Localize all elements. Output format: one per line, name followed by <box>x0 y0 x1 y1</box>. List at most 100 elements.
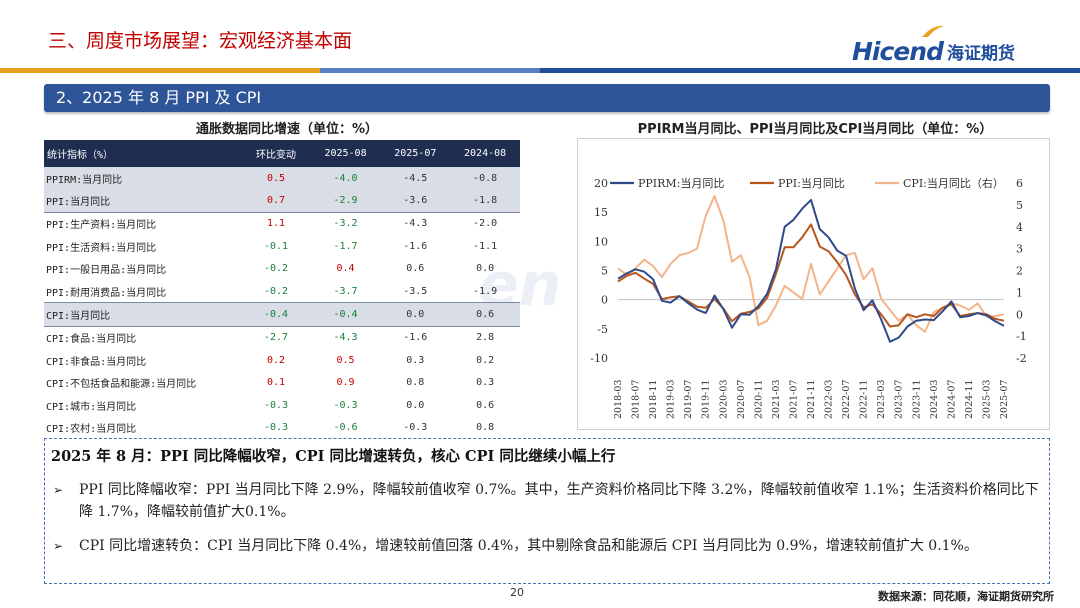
cell-2024-08: 0.0 <box>476 263 495 275</box>
right-axis-tick-label: 4 <box>1016 221 1023 234</box>
cell-change: -0.3 <box>263 421 289 433</box>
cell-2024-08: 2.8 <box>450 325 520 350</box>
left-axis-tick-label: -10 <box>590 352 608 365</box>
arrow-bullet-icon: ➢ <box>53 483 64 497</box>
cell-2024-08: -1.1 <box>473 240 498 252</box>
table-row: PPI:当月同比 0.7 -2.9 -3.6 -1.8 <box>44 189 520 213</box>
table-row: CPI:非食品:当月同比 0.2 0.5 0.3 0.2 <box>44 349 520 371</box>
x-axis-tick-label: 2024-03 <box>929 380 940 419</box>
x-axis-tick-label: 2020-07 <box>736 380 747 419</box>
cell-indicator: CPI:当月同比 <box>44 302 242 327</box>
left-axis-tick-label: 20 <box>594 177 608 190</box>
right-axis-tick-label: 6 <box>1016 177 1023 190</box>
summary-bullet: ➢ CPI 同比增速转负：CPI 当月同比下降 0.4%，增速较前值回落 0.4… <box>53 535 1045 557</box>
x-axis-tick-label: 2018-03 <box>613 380 624 419</box>
cell-indicator: CPI:非食品:当月同比 <box>46 356 147 368</box>
x-axis-tick-label: 2022-11 <box>859 380 870 419</box>
cell-indicator: CPI:农村:当月同比 <box>46 423 137 435</box>
cell-2025-07: 0.3 <box>406 354 425 366</box>
cell-change: -0.1 <box>263 240 289 252</box>
left-axis-tick-label: 0 <box>601 294 608 307</box>
x-axis-tick-label: 2023-11 <box>911 380 922 419</box>
chart-title: PPIRM当月同比、PPI当月同比及CPI当月同比（单位：%） <box>637 122 993 137</box>
cell-change: -0.3 <box>263 399 289 411</box>
left-axis-tick-label: 15 <box>594 206 608 219</box>
right-axis-tick-label: 2 <box>1016 265 1023 278</box>
cell-change: -2.7 <box>241 325 311 350</box>
cell-change: 0.5 <box>241 167 311 190</box>
table-row: PPI:生活资料:当月同比 -0.1 -1.7 -1.6 -1.1 <box>44 235 520 257</box>
cell-2025-07: -3.5 <box>403 285 428 297</box>
x-axis-tick-label: 2019-11 <box>701 380 712 419</box>
cell-2025-07: -0.3 <box>403 421 428 433</box>
cell-2025-07: -4.5 <box>380 167 451 190</box>
x-axis-tick-label: 2018-11 <box>648 380 659 419</box>
table-row: CPI:食品:当月同比 -2.7 -4.3 -1.6 2.8 <box>44 325 520 350</box>
cell-2024-08: 0.6 <box>476 399 495 411</box>
col-header-2025-08: 2025-08 <box>310 140 381 167</box>
logo-swoosh-icon <box>922 25 944 37</box>
table-header-row: 统计指标（%） 环比变动 2025-08 2025-07 2024-08 <box>44 140 520 167</box>
cell-change: 0.1 <box>266 377 286 389</box>
x-axis-tick-label: 2020-03 <box>718 380 729 419</box>
cell-indicator: CPI:食品:当月同比 <box>44 325 242 350</box>
cell-2025-08: 0.5 <box>336 354 355 366</box>
cell-2025-07: 0.8 <box>406 377 425 389</box>
right-axis-tick-label: -1 <box>1016 330 1027 343</box>
cell-2024-08: 0.8 <box>476 421 495 433</box>
section-title: 2、2025 年 8 月 PPI 及 CPI <box>44 84 1050 112</box>
col-header-2024-08: 2024-08 <box>450 140 520 167</box>
cell-2025-07: -4.3 <box>380 211 451 236</box>
header-band-light-blue <box>320 68 540 73</box>
cell-2025-08: -0.6 <box>333 421 358 433</box>
arrow-bullet-icon: ➢ <box>53 539 64 553</box>
cell-2025-08: -1.7 <box>333 240 358 252</box>
col-header-change: 环比变动 <box>241 140 311 167</box>
x-axis-tick-label: 2021-03 <box>771 380 782 419</box>
table-row: CPI:不包括食品和能源:当月同比 0.1 0.9 0.8 0.3 <box>44 372 520 394</box>
x-axis-tick-label: 2022-07 <box>841 380 852 419</box>
cell-2024-08: -1.9 <box>473 285 498 297</box>
table-title: 通胀数据同比增速（单位：%） <box>195 122 379 137</box>
col-header-2025-07: 2025-07 <box>380 140 451 167</box>
logo-text-cn: 海证期货 <box>946 44 1015 64</box>
series-line-1 <box>617 223 1005 328</box>
cell-2025-07: -3.6 <box>380 189 451 213</box>
inflation-table: 统计指标（%） 环比变动 2025-08 2025-07 2024-08 PPI… <box>44 140 520 439</box>
x-axis-tick-label: 2018-07 <box>631 380 642 419</box>
chart-container: -10 -5 0 5 10 15 20 -2 -1 0 1 2 3 4 5 6 2018-03 2018-07 20… <box>577 138 1050 430</box>
cell-2025-08: -2.9 <box>310 189 381 213</box>
legend-label: CPI:当月同比（右） <box>903 176 1004 190</box>
series-line-0 <box>617 198 1005 343</box>
company-logo: Hicend 海证期货 <box>852 32 1015 66</box>
cell-2025-08: -0.4 <box>310 302 381 327</box>
x-axis-tick-label: 2019-03 <box>666 380 677 419</box>
x-axis-tick-label: 2021-07 <box>788 380 799 419</box>
cell-2025-08: 0.4 <box>336 263 355 275</box>
cell-2024-08: -1.8 <box>450 189 520 213</box>
table-row: CPI:农村:当月同比 -0.3 -0.6 -0.3 0.8 <box>44 416 520 438</box>
x-axis-tick-label: 2021-11 <box>806 380 817 419</box>
right-axis-tick-label: -2 <box>1016 352 1027 365</box>
x-axis-tick-label: 2025-03 <box>981 380 992 419</box>
x-axis-tick-label: 2023-03 <box>876 380 887 419</box>
cell-2025-07: 0.0 <box>380 302 451 327</box>
cell-indicator: CPI:不包括食品和能源:当月同比 <box>46 379 197 391</box>
cell-change: 0.2 <box>266 354 286 366</box>
right-axis-tick-label: 3 <box>1016 243 1023 256</box>
table-row: PPI:生产资料:当月同比 1.1 -3.2 -4.3 -2.0 <box>44 211 520 236</box>
summary-box: 2025 年 8 月：PPI 同比降幅收窄，CPI 同比增速转负，核心 CPI … <box>44 438 1050 584</box>
x-axis-tick-label: 2024-07 <box>946 380 957 419</box>
page-number: 20 <box>510 586 524 599</box>
table-row: PPI:耐用消费品:当月同比 -0.2 -3.7 -3.5 -1.9 <box>44 280 520 303</box>
table-row: CPI:城市:当月同比 -0.3 -0.3 0.0 0.6 <box>44 394 520 416</box>
cell-indicator: PPI:耐用消费品:当月同比 <box>46 287 167 299</box>
cell-indicator: PPI:一般日用品:当月同比 <box>46 265 167 277</box>
cell-2025-07: -1.6 <box>403 240 428 252</box>
cell-indicator: PPI:生产资料:当月同比 <box>44 211 242 236</box>
left-axis-tick-label: 10 <box>594 235 608 248</box>
cell-2025-07: 0.0 <box>406 399 425 411</box>
cell-2025-08: -4.0 <box>310 167 381 190</box>
cell-2025-07: -1.6 <box>380 325 451 350</box>
